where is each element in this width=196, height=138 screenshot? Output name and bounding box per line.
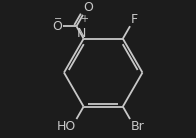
Text: F: F — [131, 13, 138, 26]
Text: N: N — [77, 27, 86, 40]
Text: −: − — [54, 14, 62, 24]
Text: O: O — [52, 20, 62, 33]
Text: HO: HO — [56, 120, 76, 133]
Text: Br: Br — [131, 120, 145, 133]
Text: +: + — [80, 14, 88, 24]
Text: O: O — [83, 1, 93, 14]
